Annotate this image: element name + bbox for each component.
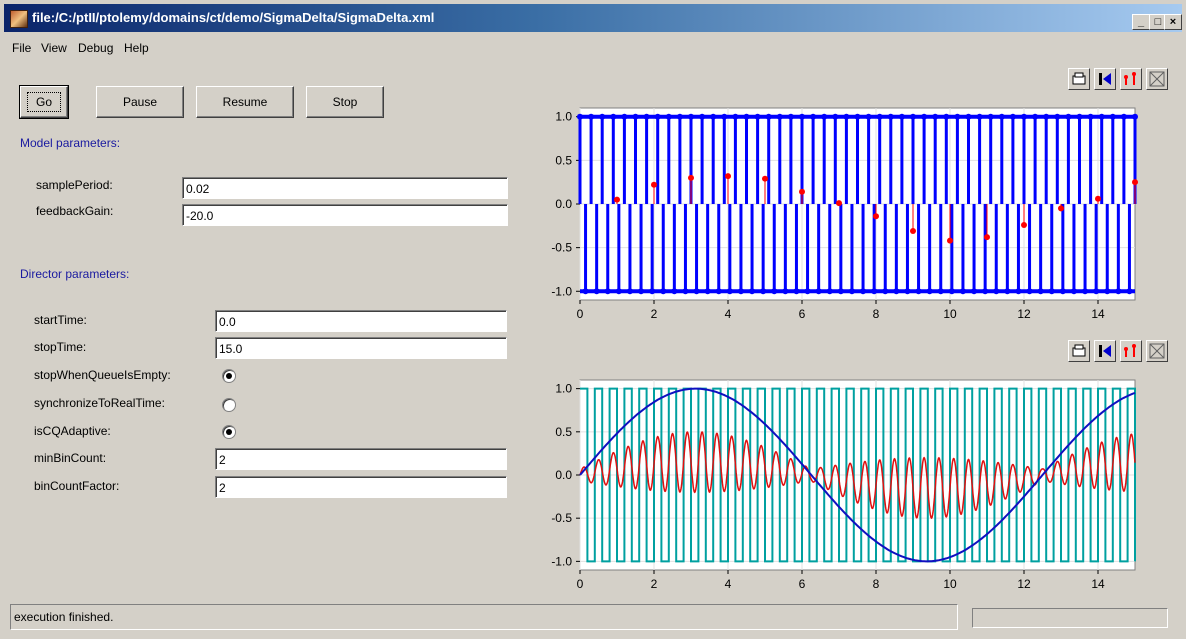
is-cq-adaptive-label: isCQAdaptive: <box>34 424 111 438</box>
ptolemy-app-icon <box>10 10 28 28</box>
y-tick-label: 0.5 <box>555 425 572 439</box>
y-tick-label: -1.0 <box>551 284 572 298</box>
x-tick-label: 4 <box>725 307 732 321</box>
x-tick-label: 14 <box>1091 577 1105 591</box>
print-icon[interactable] <box>1068 340 1090 362</box>
stop-time-label: stopTime: <box>34 340 87 354</box>
x-tick-label: 14 <box>1091 307 1105 321</box>
x-tick-label: 0 <box>577 577 584 591</box>
fill-icon[interactable] <box>1120 340 1142 362</box>
y-tick-label: 1.0 <box>555 382 572 396</box>
y-tick-label: -0.5 <box>551 241 572 255</box>
director-parameters-heading: Director parameters: <box>20 267 130 281</box>
x-tick-label: 8 <box>873 577 880 591</box>
bin-count-factor-input[interactable]: 2 <box>215 476 507 498</box>
close-icon[interactable]: × <box>1164 14 1182 30</box>
stop-when-queue-empty-radio[interactable] <box>222 369 236 383</box>
menu-help[interactable]: Help <box>124 41 149 55</box>
menu-file[interactable]: File <box>12 41 32 55</box>
red-stem-point <box>1058 205 1064 212</box>
red-stem-point <box>910 228 916 235</box>
synchronize-to-real-time-radio[interactable] <box>222 398 236 412</box>
x-tick-label: 6 <box>799 577 806 591</box>
x-tick-label: 6 <box>799 307 806 321</box>
pause-button[interactable]: Pause <box>96 86 184 118</box>
x-tick-label: 2 <box>651 577 658 591</box>
model-parameters-heading: Model parameters: <box>20 136 121 150</box>
x-tick-label: 0 <box>577 307 584 321</box>
start-time-label: startTime: <box>34 313 87 327</box>
red-stem-point <box>1095 195 1101 202</box>
bin-count-factor-label: binCountFactor: <box>34 479 120 493</box>
progress-bar <box>972 608 1168 628</box>
print-icon[interactable] <box>1068 68 1090 90</box>
red-stem-point <box>947 237 953 244</box>
sample-period-input[interactable]: 0.02 <box>182 177 508 199</box>
stop-time-input[interactable]: 15.0 <box>215 337 507 359</box>
y-tick-label: 0.0 <box>555 468 572 482</box>
red-stem-point <box>984 234 990 241</box>
stop-button[interactable]: Stop <box>306 86 384 118</box>
y-tick-label: 0.5 <box>555 153 572 167</box>
zoom-fit-icon[interactable] <box>1146 68 1168 90</box>
blue-sine-line <box>579 387 1136 563</box>
x-tick-label: 8 <box>873 307 880 321</box>
red-stem-point <box>725 173 731 180</box>
status-bar: execution finished. <box>10 604 958 630</box>
feedback-gain-label: feedbackGain: <box>36 204 114 218</box>
y-tick-label: -0.5 <box>551 511 572 525</box>
go-button[interactable]: Go <box>19 85 69 119</box>
y-tick-label: 0.0 <box>555 197 572 211</box>
plot-upper: 0 2 4 6 8 10 12 14 1.0 0.5 0.0 -0.5 -1.0 <box>551 107 1138 321</box>
synchronize-to-real-time-label: synchronizeToRealTime: <box>34 396 165 410</box>
menu-view[interactable]: View <box>41 41 67 55</box>
sample-period-label: samplePeriod: <box>36 178 113 192</box>
x-tick-label: 2 <box>651 307 658 321</box>
x-tick-label: 12 <box>1017 577 1031 591</box>
minimize-icon[interactable]: _ <box>1132 14 1150 30</box>
teal-square-wave <box>580 387 1136 563</box>
reset-axes-icon[interactable] <box>1094 340 1116 362</box>
red-stem-point <box>688 174 694 181</box>
title-bar: file:/C:/ptII/ptolemy/domains/ct/demo/Si… <box>4 4 1182 32</box>
x-tick-label: 4 <box>725 577 732 591</box>
red-stem-point <box>614 196 620 203</box>
red-stem-point <box>651 181 657 188</box>
zoom-fit-icon[interactable] <box>1146 340 1168 362</box>
stop-when-queue-empty-label: stopWhenQueueIsEmpty: <box>34 368 171 382</box>
plot-lower: 0 2 4 6 8 10 12 14 1.0 0.5 0.0 -0.5 -1.0 <box>551 379 1136 591</box>
red-stem-point <box>1132 179 1138 186</box>
x-tick-label: 10 <box>943 307 957 321</box>
feedback-gain-input[interactable]: -20.0 <box>182 204 508 226</box>
x-tick-label: 10 <box>943 577 957 591</box>
y-tick-label: -1.0 <box>551 554 572 568</box>
red-signal-line <box>579 431 1136 520</box>
menu-debug[interactable]: Debug <box>78 41 114 55</box>
reset-axes-icon[interactable] <box>1094 68 1116 90</box>
start-time-input[interactable]: 0.0 <box>215 310 507 332</box>
is-cq-adaptive-radio[interactable] <box>222 425 236 439</box>
fill-icon[interactable] <box>1120 68 1142 90</box>
resume-button[interactable]: Resume <box>196 86 294 118</box>
red-stem-point <box>873 213 879 220</box>
red-stem-point <box>799 188 805 195</box>
window-title: file:/C:/ptII/ptolemy/domains/ct/demo/Si… <box>32 10 435 25</box>
red-stem-point <box>1021 221 1027 228</box>
y-tick-label: 1.0 <box>555 110 572 124</box>
red-stem-point <box>836 200 842 207</box>
red-stem-point <box>762 175 768 182</box>
menu-bar: File View Debug Help <box>4 32 1182 58</box>
min-bin-count-input[interactable]: 2 <box>215 448 507 470</box>
min-bin-count-label: minBinCount: <box>34 451 107 465</box>
x-tick-label: 12 <box>1017 307 1031 321</box>
